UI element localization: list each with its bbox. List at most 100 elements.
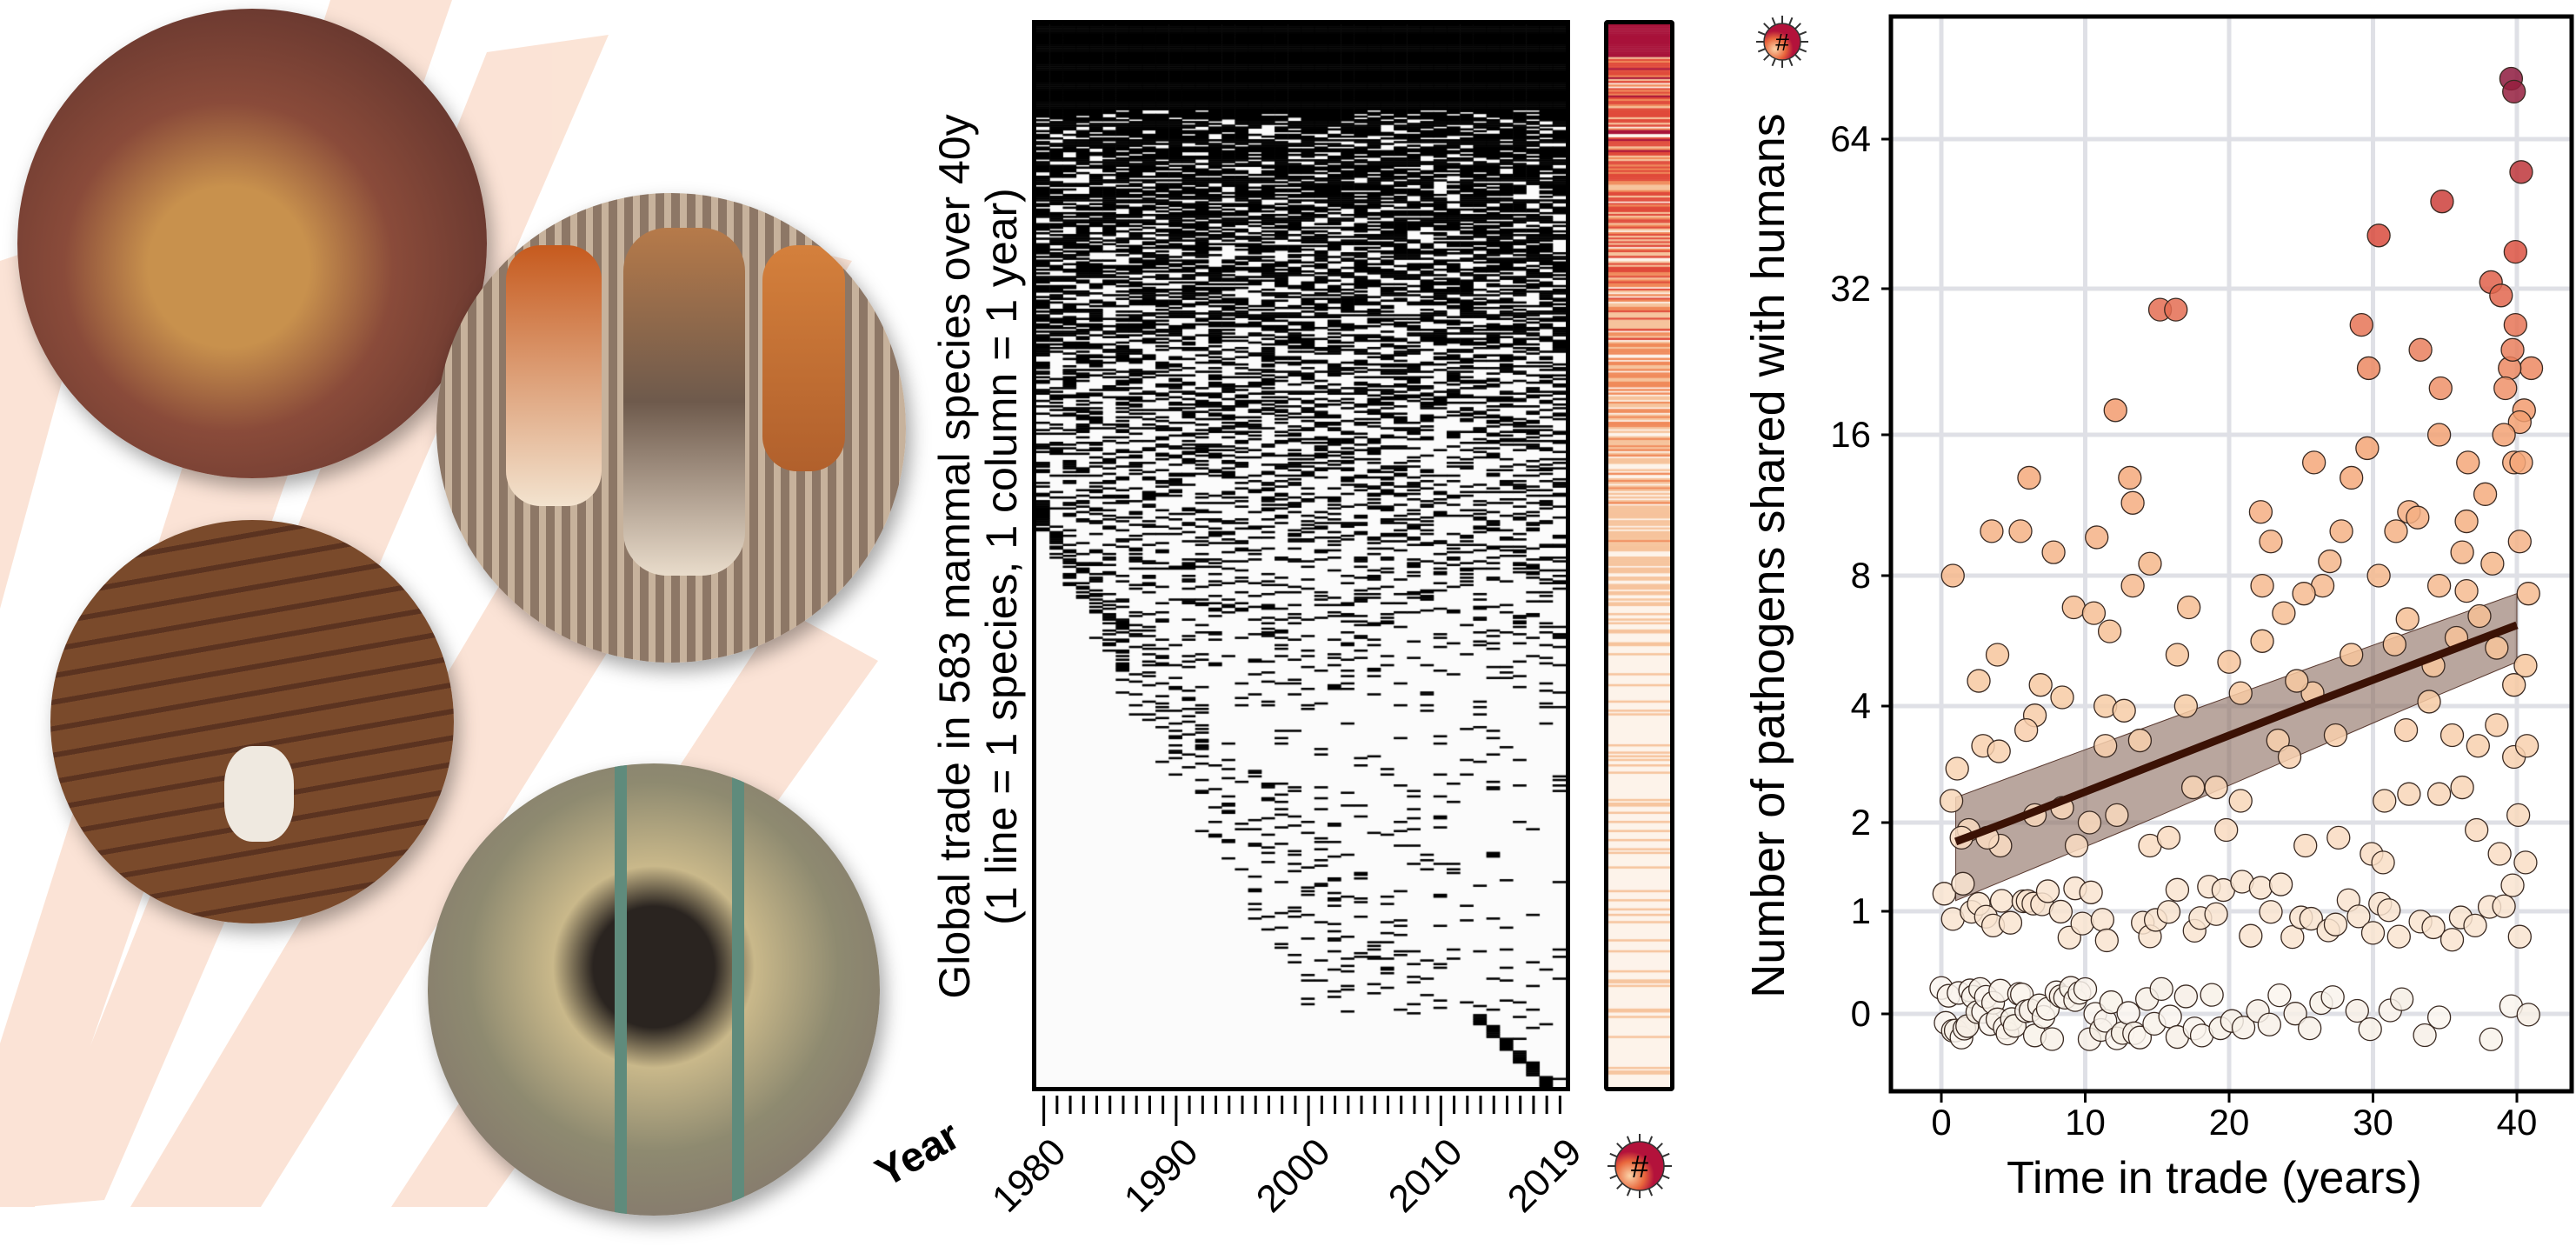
data-point <box>2489 283 2513 308</box>
data-point <box>2463 913 2487 938</box>
data-point <box>2105 803 2129 828</box>
data-point <box>2456 450 2480 475</box>
virus-icon-symbol: # <box>1775 29 1789 56</box>
data-point <box>2426 1005 2452 1030</box>
data-point <box>2050 685 2074 710</box>
data-point <box>2318 549 2342 574</box>
year-tick-label: 2000 <box>1248 1130 1339 1221</box>
data-point <box>2277 744 2302 770</box>
data-point <box>2028 673 2053 697</box>
data-point <box>2272 601 2296 625</box>
data-point <box>2103 398 2127 423</box>
photo-serval <box>17 9 487 478</box>
data-point <box>2466 734 2490 758</box>
x-tick-label: 30 <box>2353 1102 2393 1143</box>
data-point <box>2094 928 2119 953</box>
data-point <box>2077 810 2102 835</box>
data-point <box>2299 906 2323 931</box>
data-point <box>2149 976 2173 1002</box>
data-point <box>2120 573 2145 598</box>
data-point <box>2346 904 2371 929</box>
data-point <box>2417 690 2441 714</box>
data-point <box>2408 337 2433 362</box>
virus-icon-symbol: # <box>1631 1149 1648 1184</box>
data-point <box>2454 578 2479 603</box>
data-point <box>2355 436 2380 461</box>
data-point <box>2158 1004 2182 1029</box>
data-point <box>2384 519 2408 543</box>
data-point <box>2250 629 2274 653</box>
data-point <box>2479 1027 2503 1051</box>
data-point <box>2156 825 2181 850</box>
data-point <box>2214 817 2239 843</box>
virus-icon: # <box>1608 1134 1672 1198</box>
data-point <box>2073 976 2098 1002</box>
data-point <box>2360 921 2386 945</box>
data-point <box>2340 465 2364 490</box>
fit-confidence-band <box>1955 592 2518 902</box>
data-point <box>2204 902 2228 926</box>
data-point <box>2165 877 2190 902</box>
data-point <box>2283 1002 2307 1026</box>
data-point <box>2248 500 2273 524</box>
heatmap-y-axis-label: Global trade in 583 mammal species over … <box>930 114 1026 998</box>
data-point <box>2492 423 2516 447</box>
y-tick-label: 64 <box>1830 118 1871 159</box>
photo-antlers <box>50 520 454 923</box>
data-point <box>1998 910 2023 935</box>
data-point <box>1951 871 1975 896</box>
data-point <box>2514 734 2539 758</box>
x-tick-label: 20 <box>2209 1102 2250 1143</box>
data-point <box>1967 669 1991 693</box>
data-point <box>2323 912 2348 936</box>
data-point <box>1980 519 2004 543</box>
data-point <box>2320 985 2345 1010</box>
data-point <box>2465 817 2489 843</box>
data-point <box>2014 717 2039 743</box>
data-point <box>2450 540 2474 564</box>
data-point <box>2509 450 2533 475</box>
data-point <box>2454 509 2479 534</box>
data-point <box>2127 728 2153 753</box>
plot-frame <box>1888 14 2574 1094</box>
data-point <box>2017 465 2041 490</box>
data-point <box>2426 782 2452 806</box>
data-point <box>2382 632 2406 656</box>
data-point <box>2500 337 2525 362</box>
data-point <box>2326 825 2351 850</box>
data-point <box>2008 519 2033 543</box>
year-tick-label: 2010 <box>1381 1130 1472 1221</box>
pathogen-scatter-chart: 0 1 2 4 8 16 32 64 0 10 20 30 40 Number of pathogens… <box>1742 14 2574 1203</box>
year-tick-label: 2019 <box>1500 1130 1591 1221</box>
data-point <box>2239 923 2263 948</box>
pathogen-color-strip <box>1604 20 1674 1091</box>
data-point <box>2413 1023 2437 1048</box>
data-point <box>2473 482 2498 506</box>
data-point <box>2040 1027 2065 1051</box>
data-point <box>2516 1003 2540 1027</box>
data-point <box>2389 987 2414 1011</box>
data-point <box>2393 717 2419 743</box>
data-point <box>2293 833 2318 858</box>
data-point <box>2064 833 2089 858</box>
data-point <box>2516 582 2540 606</box>
data-point <box>2217 650 2241 674</box>
x-tick-label: 40 <box>2497 1102 2538 1143</box>
data-point <box>2480 551 2505 576</box>
y-tick-label: 16 <box>1830 414 1871 455</box>
data-point <box>2099 990 2123 1015</box>
data-point <box>1989 889 2014 913</box>
year-tick-label: 1980 <box>983 1130 1075 1221</box>
data-point <box>2373 789 2397 813</box>
data-point <box>2492 894 2516 918</box>
data-point <box>2041 540 2066 564</box>
data-point <box>2228 789 2253 813</box>
data-point <box>2509 160 2533 184</box>
data-point <box>2450 775 2474 800</box>
y-tick-label: 32 <box>1830 268 1871 309</box>
data-point <box>2356 356 2381 381</box>
data-point <box>2371 850 2395 875</box>
data-point <box>1987 739 2011 763</box>
data-point <box>2440 723 2465 748</box>
data-point <box>2430 190 2454 214</box>
